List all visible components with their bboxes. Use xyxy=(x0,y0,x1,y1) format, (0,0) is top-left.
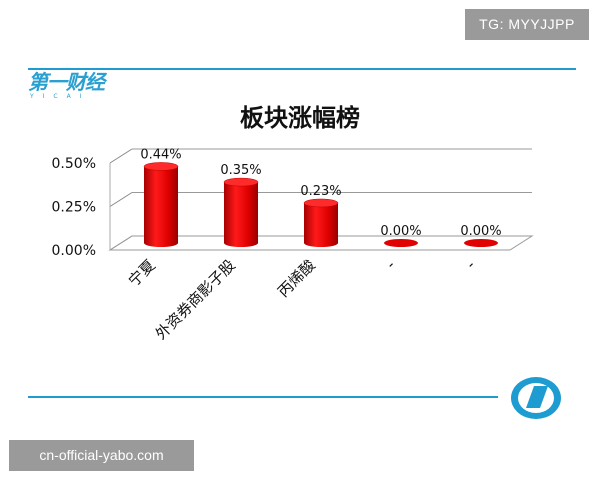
category-label: 丙烯酸 xyxy=(274,256,319,301)
chart-title: 板块涨幅榜 xyxy=(240,104,360,132)
data-label: 0.44% xyxy=(140,147,181,162)
bar-top xyxy=(223,177,259,187)
bottom-divider xyxy=(28,396,498,398)
bar xyxy=(224,182,258,247)
bar-top xyxy=(143,162,179,171)
bar xyxy=(304,202,338,247)
top-divider xyxy=(28,68,576,70)
data-label: 0.35% xyxy=(220,163,261,178)
brand-subtitle: YICAI xyxy=(30,93,91,100)
brand-name: 第一财经 xyxy=(28,70,105,94)
category-label: 外资券商影子股 xyxy=(152,256,239,343)
data-label: 0.23% xyxy=(300,184,341,199)
watermark-top: TG: MYYJJPP xyxy=(465,9,589,40)
brand-logo: 第一财经 YICAI xyxy=(28,66,105,100)
y-tick-label: 0.00% xyxy=(52,243,96,259)
category-label: - xyxy=(462,256,479,273)
bar xyxy=(464,239,498,247)
brand-emblem-icon xyxy=(511,377,561,419)
chart-floor xyxy=(108,235,534,251)
gridline-diagonal xyxy=(109,148,133,164)
bar xyxy=(384,239,418,247)
category-label: 宁夏 xyxy=(125,256,159,290)
category-label: - xyxy=(382,256,399,273)
y-tick-label: 0.50% xyxy=(52,156,96,172)
watermark-bottom: cn-official-yabo.com xyxy=(9,440,194,471)
bar-top xyxy=(303,198,339,208)
bar xyxy=(144,166,178,247)
data-label: 0.00% xyxy=(460,224,501,239)
y-tick-label: 0.25% xyxy=(52,200,96,216)
gridline-diagonal xyxy=(109,192,133,207)
data-label: 0.00% xyxy=(380,224,421,239)
